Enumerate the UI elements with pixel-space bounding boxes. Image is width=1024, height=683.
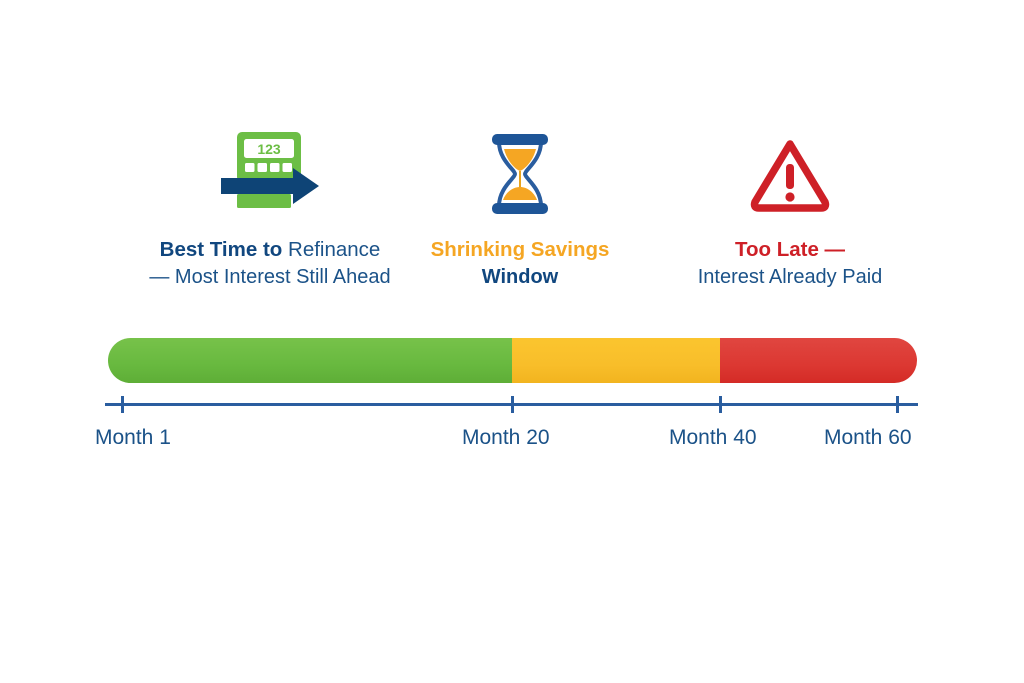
stage-1-subtitle: — Most Interest Still Ahead — [149, 265, 391, 288]
axis-label-month-40: Month 40 — [669, 426, 757, 449]
axis-label-month-60: Month 60 — [824, 426, 912, 449]
axis-tick-month-40 — [719, 396, 722, 413]
calculator-display-text: 123 — [257, 141, 281, 157]
axis-label-month-1: Month 1 — [95, 426, 171, 449]
warning-triangle-icon — [640, 126, 940, 218]
stage-1-caption: Best Time to Refinance — Most Interest S… — [100, 236, 440, 291]
axis-tick-month-20 — [511, 396, 514, 413]
stage-3-caption: Too Late — Interest Already Paid — [640, 236, 940, 291]
axis-tick-month-60 — [896, 396, 899, 413]
bar-segment-shrinking-window — [512, 338, 720, 383]
stage-too-late: Too Late — Interest Already Paid — [640, 126, 940, 291]
stage-1-title-regular: Refinance — [288, 238, 381, 261]
stage-3-title: Too Late — — [734, 238, 846, 261]
hourglass-icon — [400, 126, 640, 218]
stage-shrinking-savings-window: Shrinking Savings Window — [400, 126, 640, 291]
timeline-progress-bar — [108, 338, 917, 383]
stage-best-time-to-refinance: 123 Best Time to Refinance — Most Intere… — [100, 126, 440, 291]
stage-1-title-bold: Best Time to — [159, 238, 289, 261]
stage-2-title: Shrinking Savings — [430, 238, 610, 261]
bar-segment-too-late — [720, 338, 917, 383]
bar-segment-best-time — [108, 338, 512, 383]
stage-2-caption: Shrinking Savings Window — [400, 236, 640, 291]
stage-columns: 123 Best Time to Refinance — Most Intere… — [0, 126, 1024, 316]
axis-label-month-20: Month 20 — [462, 426, 550, 449]
calculator-arrow-icon: 123 — [100, 126, 440, 218]
axis-tick-month-1 — [121, 396, 124, 413]
stage-2-subtitle: Window — [481, 265, 559, 288]
stage-1-title: Best Time to Refinance — [100, 236, 440, 264]
stage-3-subtitle: Interest Already Paid — [697, 265, 883, 288]
